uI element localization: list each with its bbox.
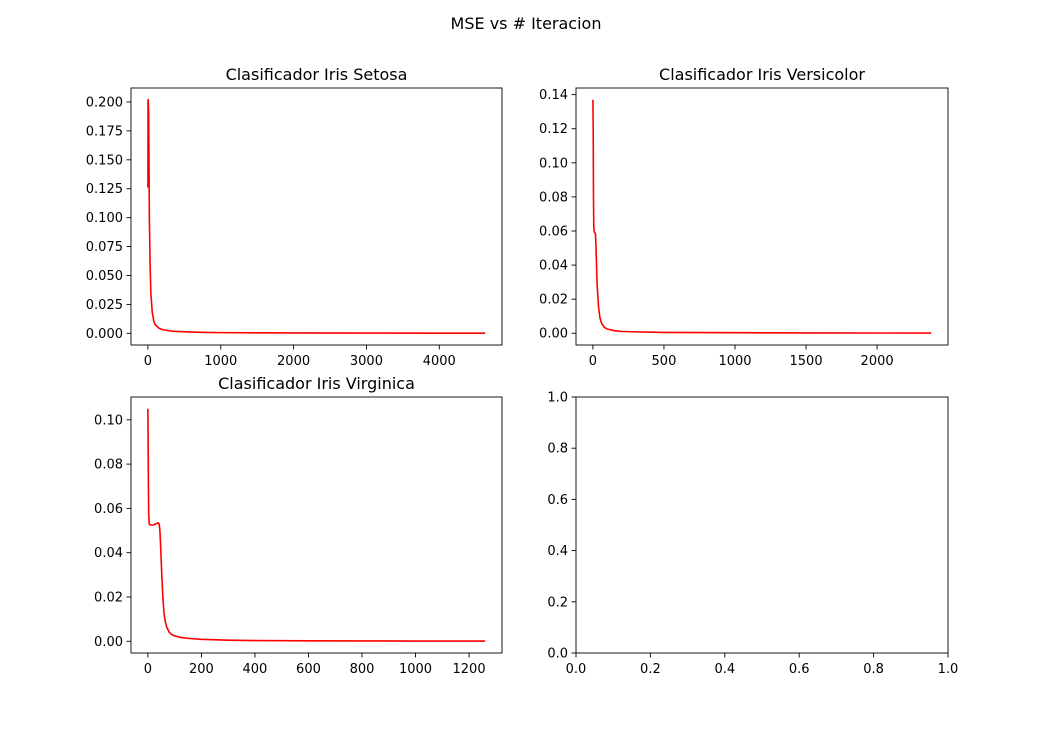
y-tick-label-versicolor-7: 0.14: [539, 88, 568, 103]
y-tick-label-setosa-6: 0.150: [86, 153, 123, 168]
x-tick-label-empty-3: 0.6: [789, 662, 810, 677]
axes-title-virginica: Clasificador Iris Virginica: [218, 374, 415, 393]
y-tick-label-empty-4: 0.8: [547, 442, 568, 457]
x-tick-label-versicolor-2: 1000: [718, 354, 751, 369]
x-tick-label-empty-0: 0.0: [566, 662, 587, 677]
x-tick-label-virginica-1: 200: [189, 662, 214, 677]
y-tick-label-setosa-7: 0.175: [86, 124, 123, 139]
x-tick-label-versicolor-1: 500: [652, 354, 677, 369]
x-tick-label-virginica-4: 800: [350, 662, 375, 677]
series-line-virginica-0: [147, 408, 486, 642]
x-tick-label-setosa-0: 0: [144, 354, 152, 369]
axes-frame-virginica: [130, 396, 503, 654]
y-tick-label-versicolor-4: 0.08: [539, 190, 568, 205]
y-tick-label-empty-3: 0.6: [547, 493, 568, 508]
x-tick-label-empty-5: 1.0: [938, 662, 959, 677]
x-tick-label-setosa-1: 1000: [204, 354, 237, 369]
y-tick-label-versicolor-6: 0.12: [539, 122, 568, 137]
y-tick-label-virginica-3: 0.06: [94, 502, 123, 517]
x-tick-label-virginica-5: 1000: [399, 662, 432, 677]
axes-title-versicolor: Clasificador Iris Versicolor: [659, 65, 865, 84]
axes-title-setosa: Clasificador Iris Setosa: [226, 65, 408, 84]
y-tick-label-virginica-5: 0.10: [94, 413, 123, 428]
x-tick-label-virginica-0: 0: [144, 662, 152, 677]
x-tick-label-setosa-2: 2000: [277, 354, 310, 369]
y-tick-label-virginica-4: 0.08: [94, 458, 123, 473]
x-tick-label-setosa-4: 4000: [423, 354, 456, 369]
y-tick-label-versicolor-3: 0.06: [539, 224, 568, 239]
axes-frame-empty: [575, 396, 949, 654]
y-tick-label-versicolor-5: 0.10: [539, 156, 568, 171]
y-tick-label-empty-5: 1.0: [547, 391, 568, 406]
axes-versicolor: 0 500 1000 1500 2000 0.00 0.02 0.04 0.06 0.08 0.10…: [539, 65, 949, 369]
x-tick-label-virginica-2: 400: [243, 662, 268, 677]
x-tick-label-versicolor-0: 0: [589, 354, 597, 369]
y-tick-label-virginica-1: 0.02: [94, 590, 123, 605]
y-tick-label-versicolor-2: 0.04: [539, 259, 568, 274]
y-tick-label-versicolor-1: 0.02: [539, 293, 568, 308]
y-tick-label-setosa-5: 0.125: [86, 182, 123, 197]
axes-virginica: 0 200 400 600 800 1000 1200 0.00 0.02 0.04 0.06 0.0…: [94, 374, 503, 677]
x-tick-label-setosa-3: 3000: [350, 354, 383, 369]
y-tick-label-virginica-0: 0.00: [94, 635, 123, 650]
axes-frame-setosa: [130, 87, 503, 346]
y-tick-label-setosa-3: 0.075: [86, 240, 123, 255]
y-tick-label-setosa-0: 0.000: [86, 327, 123, 342]
y-tick-label-versicolor-0: 0.00: [539, 327, 568, 342]
x-tick-label-empty-1: 0.2: [640, 662, 661, 677]
x-tick-label-empty-4: 0.8: [863, 662, 884, 677]
y-tick-label-empty-0: 0.0: [547, 647, 568, 662]
axes-frame-versicolor: [575, 87, 949, 346]
figure-suptitle: MSE vs # Iteracion: [451, 14, 602, 33]
x-tick-label-empty-2: 0.4: [714, 662, 735, 677]
y-tick-label-empty-1: 0.2: [547, 595, 568, 610]
y-tick-label-setosa-8: 0.200: [86, 95, 123, 110]
axes-empty: 0.0 0.2 0.4 0.6 0.8 1.0 0.0 0.2 0.4 0.6 0.8 1.0: [547, 391, 958, 678]
x-tick-label-versicolor-3: 1500: [790, 354, 823, 369]
y-tick-label-setosa-2: 0.050: [86, 269, 123, 284]
y-tick-label-setosa-1: 0.025: [86, 298, 123, 313]
series-line-setosa-0: [147, 98, 486, 335]
x-tick-label-versicolor-4: 2000: [861, 354, 894, 369]
y-tick-label-setosa-4: 0.100: [86, 211, 123, 226]
x-tick-label-virginica-6: 1200: [453, 662, 486, 677]
axes-setosa: 0 1000 2000 3000 4000 0.000 0.025 0.050 0.075 0.1…: [86, 65, 503, 369]
y-tick-label-empty-2: 0.4: [547, 544, 568, 559]
y-tick-label-virginica-2: 0.04: [94, 546, 123, 561]
axes-group: 0 1000 2000 3000 40000.0000.0250.0500.0750.1…: [86, 65, 959, 677]
x-tick-label-virginica-3: 600: [296, 662, 321, 677]
series-line-versicolor-0: [592, 99, 932, 334]
